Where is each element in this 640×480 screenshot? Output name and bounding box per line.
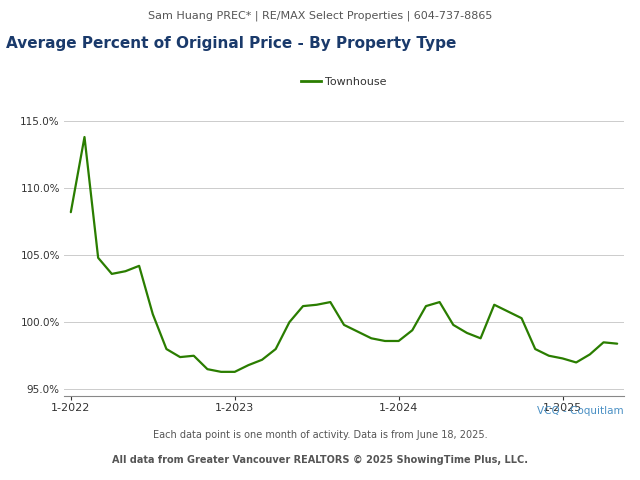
Text: VCQ - Coquitlam: VCQ - Coquitlam (538, 406, 624, 416)
Legend: Townhouse: Townhouse (296, 72, 392, 91)
Text: Average Percent of Original Price - By Property Type: Average Percent of Original Price - By P… (6, 36, 457, 51)
Text: All data from Greater Vancouver REALTORS © 2025 ShowingTime Plus, LLC.: All data from Greater Vancouver REALTORS… (112, 455, 528, 465)
Text: Each data point is one month of activity. Data is from June 18, 2025.: Each data point is one month of activity… (153, 430, 487, 440)
Text: Sam Huang PREC* | RE/MAX Select Properties | 604-737-8865: Sam Huang PREC* | RE/MAX Select Properti… (148, 10, 492, 21)
